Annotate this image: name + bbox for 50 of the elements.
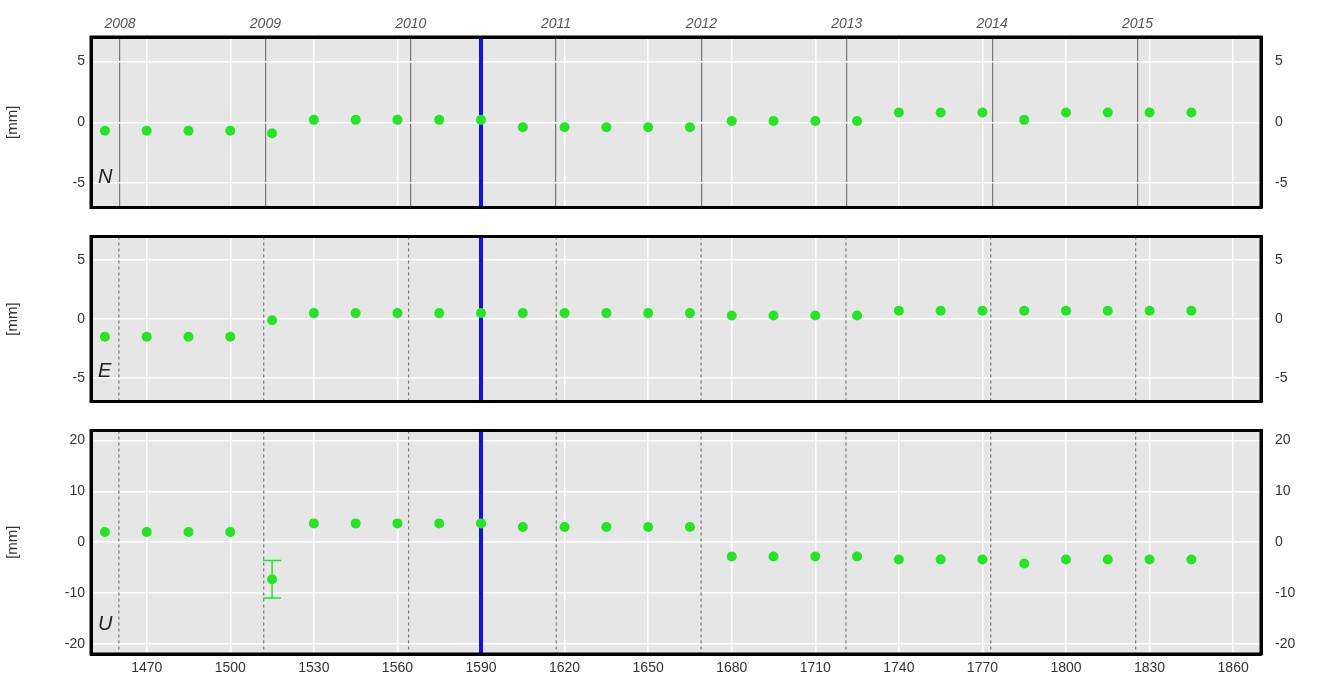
y-tick-label: 0 (77, 533, 86, 550)
x2-tick-label: 2008 (103, 15, 136, 32)
x-tick-label: 1590 (465, 659, 497, 676)
y-tick-label: -10 (64, 583, 86, 600)
y-axis-title: [mm] (3, 302, 21, 336)
y2-tick-label: 0 (1275, 113, 1283, 130)
y-tick-label: 5 (77, 250, 86, 267)
y-tick-label: -20 (64, 634, 86, 651)
x-tick-label: 1800 (1050, 659, 1082, 676)
y-axis-title: [mm] (3, 105, 21, 139)
x-tick-label: 1500 (214, 659, 247, 676)
y-tick-label: -5 (72, 174, 86, 191)
x2-tick-label: 2013 (830, 15, 863, 32)
y2-tick-label: 10 (1275, 482, 1291, 499)
y2-tick-label: 0 (1275, 533, 1283, 550)
x-tick-label: 1470 (131, 659, 163, 676)
x-tick-label: 1650 (632, 659, 664, 676)
y-tick-label: 10 (69, 482, 86, 499)
x-tick-label: 1530 (298, 659, 330, 676)
y2-tick-label: 5 (1275, 52, 1283, 69)
y-tick-label: 0 (77, 113, 86, 130)
y2-tick-label: 5 (1275, 250, 1283, 267)
x2-tick-label: 2014 (975, 15, 1008, 32)
x2-tick-label: 2009 (248, 15, 282, 32)
annotation: U (98, 611, 113, 634)
x-tick-label: 1740 (883, 659, 915, 676)
x2-tick-label: 2015 (1120, 15, 1154, 32)
x-tick-label: 1680 (716, 659, 748, 676)
x2-tick-label: 2011 (540, 15, 572, 32)
x2-tick-label: 2012 (684, 15, 718, 32)
y-axis-title: [mm] (3, 525, 21, 559)
y-tick-label: 20 (69, 431, 86, 448)
x-tick-label: 1770 (966, 659, 999, 676)
x-tick-label: 1830 (1133, 659, 1166, 676)
x-tick-label: 1560 (381, 659, 414, 676)
y2-tick-label: -10 (1275, 583, 1296, 600)
annotation: E (98, 359, 112, 382)
y2-tick-label: 20 (1275, 431, 1291, 448)
y-tick-label: 0 (77, 309, 86, 326)
y2-tick-label: 0 (1275, 309, 1283, 326)
y2-tick-label: -5 (1275, 174, 1288, 191)
y2-tick-label: -20 (1275, 634, 1296, 651)
y-tick-label: 5 (77, 52, 86, 69)
x-tick-label: 1860 (1217, 659, 1249, 676)
x2-tick-label: 2010 (394, 15, 427, 32)
x-tick-label: 1710 (799, 659, 832, 676)
y2-tick-label: -5 (1275, 368, 1288, 385)
annotation: N (98, 165, 113, 188)
y-tick-label: -5 (72, 368, 86, 385)
x-tick-label: 1620 (548, 659, 581, 676)
